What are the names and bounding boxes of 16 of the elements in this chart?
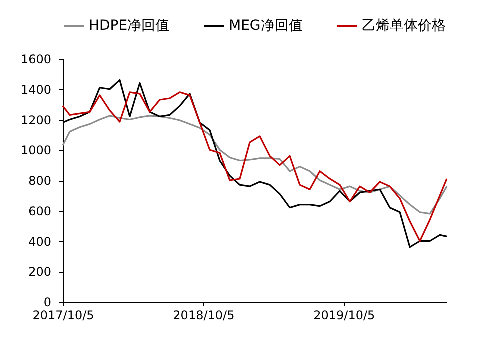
y-tick-label: 1000 xyxy=(20,144,52,158)
x-tick-label: 2017/10/5 xyxy=(32,308,94,322)
line-series xyxy=(62,115,448,215)
x-tick-label: 2019/10/5 xyxy=(314,308,376,322)
legend-label: 乙烯单体价格 xyxy=(362,18,446,34)
y-tick-label: 200 xyxy=(28,265,52,280)
y-tick-label: 400 xyxy=(28,234,52,249)
y-tick-label: 800 xyxy=(28,174,52,188)
legend-label: HDPE净回值 xyxy=(89,18,170,34)
y-tick-label: 1400 xyxy=(20,82,52,97)
x-tick-label: 2018/10/5 xyxy=(173,308,235,322)
y-tick-label: 600 xyxy=(28,204,52,218)
legend-label: MEG净回值 xyxy=(229,18,303,34)
y-tick-label: 1200 xyxy=(20,113,52,128)
y-tick-label: 0 xyxy=(44,296,52,310)
y-tick-label: 1600 xyxy=(20,52,52,66)
